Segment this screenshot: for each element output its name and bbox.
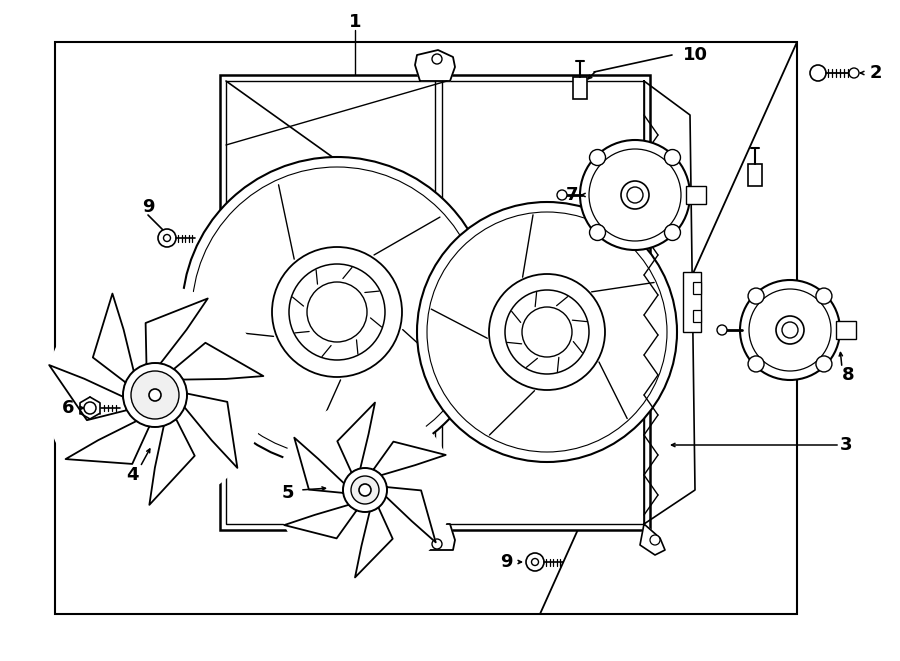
Circle shape (505, 290, 589, 374)
Text: 9: 9 (500, 553, 512, 571)
Bar (226, 81, 644, 524)
Circle shape (650, 535, 660, 545)
Circle shape (289, 264, 385, 360)
Bar (686, 186, 706, 204)
Circle shape (532, 559, 538, 566)
Circle shape (277, 402, 453, 578)
Text: 3: 3 (840, 436, 852, 454)
Circle shape (816, 356, 832, 372)
Circle shape (123, 363, 187, 427)
Polygon shape (338, 403, 375, 473)
Polygon shape (417, 524, 455, 550)
Circle shape (782, 322, 798, 338)
Bar (220, 75, 650, 530)
Circle shape (664, 149, 680, 165)
Circle shape (589, 149, 681, 241)
Circle shape (776, 316, 804, 344)
Circle shape (351, 476, 379, 504)
Bar (748, 164, 762, 186)
Polygon shape (93, 293, 134, 383)
Text: 5: 5 (282, 484, 294, 502)
Circle shape (526, 553, 544, 571)
Bar (693, 282, 701, 294)
Circle shape (810, 65, 826, 81)
Polygon shape (149, 419, 194, 505)
Polygon shape (174, 343, 264, 379)
Circle shape (748, 288, 764, 304)
Circle shape (580, 140, 690, 250)
Circle shape (717, 325, 727, 335)
Text: 7: 7 (566, 186, 578, 204)
Circle shape (84, 402, 96, 414)
Text: 9: 9 (142, 198, 154, 216)
Circle shape (158, 229, 176, 247)
Text: 4: 4 (126, 466, 139, 484)
Circle shape (522, 307, 572, 357)
Circle shape (272, 247, 402, 377)
Circle shape (149, 389, 161, 401)
Bar (573, 77, 587, 99)
Circle shape (131, 371, 179, 419)
Polygon shape (184, 393, 238, 468)
Circle shape (849, 68, 859, 78)
Circle shape (182, 157, 492, 467)
Circle shape (164, 235, 170, 241)
Polygon shape (644, 81, 695, 524)
Polygon shape (374, 442, 446, 475)
Polygon shape (284, 505, 356, 538)
Circle shape (432, 54, 442, 64)
Bar (693, 310, 701, 322)
Polygon shape (640, 524, 665, 555)
Circle shape (621, 181, 649, 209)
Text: 8: 8 (842, 366, 854, 384)
Circle shape (489, 274, 605, 390)
Circle shape (749, 289, 831, 371)
Polygon shape (294, 438, 344, 493)
Circle shape (307, 282, 367, 342)
Circle shape (590, 149, 606, 165)
Circle shape (192, 167, 482, 457)
Circle shape (816, 288, 832, 304)
Polygon shape (146, 299, 208, 364)
Circle shape (343, 468, 387, 512)
Bar (55, 42, 797, 614)
Polygon shape (355, 508, 392, 578)
Polygon shape (50, 365, 127, 420)
Polygon shape (386, 487, 436, 543)
Circle shape (557, 190, 567, 200)
Circle shape (45, 285, 265, 505)
Text: 10: 10 (682, 46, 707, 64)
Circle shape (359, 484, 371, 496)
Bar (683, 272, 701, 332)
Text: 1: 1 (349, 13, 361, 31)
Bar (836, 321, 856, 339)
Text: 2: 2 (869, 64, 882, 82)
Polygon shape (66, 421, 149, 464)
Circle shape (748, 356, 764, 372)
Polygon shape (415, 50, 455, 81)
Circle shape (627, 187, 643, 203)
Circle shape (417, 202, 677, 462)
Text: 6: 6 (62, 399, 74, 417)
Circle shape (590, 225, 606, 241)
Circle shape (740, 280, 840, 380)
Circle shape (664, 225, 680, 241)
Circle shape (427, 212, 667, 452)
Circle shape (432, 539, 442, 549)
